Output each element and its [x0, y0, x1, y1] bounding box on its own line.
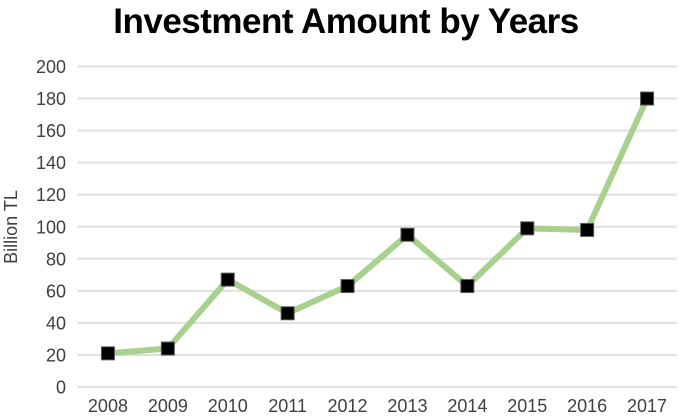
y-tick-label: 60	[46, 281, 66, 301]
chart-title: Investment Amount by Years	[113, 2, 579, 41]
x-tick-label: 2008	[88, 396, 128, 416]
data-point-marker	[640, 91, 655, 106]
x-tick-label: 2017	[627, 396, 667, 416]
x-tick-label: 2011	[268, 396, 307, 416]
data-point-marker	[340, 279, 355, 294]
data-point-marker	[160, 341, 175, 356]
x-tick-labels-group: 2008 2009 2010 2011 2012 2013 2014 2015 2016 2017	[88, 396, 667, 416]
data-point-marker	[580, 222, 595, 237]
y-tick-label: 180	[36, 89, 66, 109]
y-tick-label: 40	[46, 313, 66, 333]
data-line	[104, 95, 651, 357]
x-tick-label: 2014	[447, 396, 487, 416]
x-tick-label: 2010	[208, 396, 248, 416]
data-point-marker	[460, 279, 475, 294]
y-tick-label: 160	[36, 121, 66, 141]
y-tick-label: 20	[46, 345, 66, 365]
y-tick-label: 120	[36, 185, 66, 205]
data-point-marker	[400, 227, 415, 242]
line-series-group	[100, 91, 655, 361]
data-point-marker	[520, 221, 535, 236]
x-tick-label: 2009	[148, 396, 188, 416]
y-tick-label: 80	[46, 249, 66, 269]
y-axis-label: Billion TL	[1, 190, 21, 264]
x-tick-label: 2012	[328, 396, 368, 416]
y-tick-label: 0	[56, 378, 66, 398]
y-tick-label: 140	[36, 153, 66, 173]
y-tick-labels-group: 0 20 40 60 80 100 120 140 160 180 200	[36, 57, 66, 398]
data-point-marker	[220, 272, 235, 287]
y-tick-label: 200	[36, 57, 66, 77]
gridlines-group	[78, 65, 677, 388]
data-point-marker	[100, 346, 115, 361]
x-tick-label: 2015	[507, 396, 547, 416]
x-tick-label: 2016	[567, 396, 607, 416]
x-tick-label: 2013	[387, 396, 427, 416]
y-tick-label: 100	[36, 217, 66, 237]
data-point-marker	[280, 306, 295, 321]
